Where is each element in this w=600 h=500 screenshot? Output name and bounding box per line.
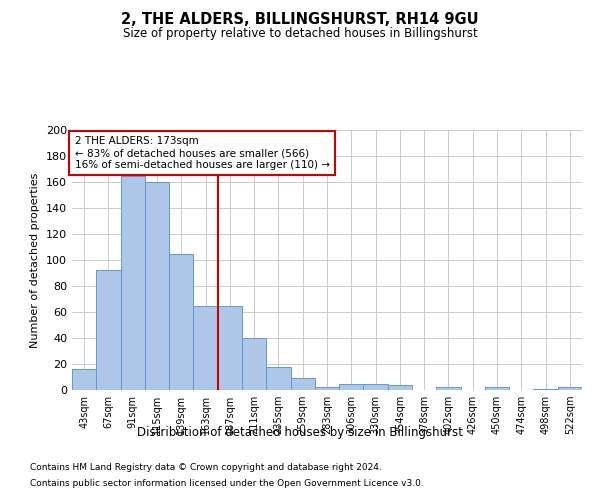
Bar (169, 254, 193, 390)
Bar (145, 182, 169, 390)
Bar (533, 388, 558, 390)
Text: Contains HM Land Registry data © Crown copyright and database right 2024.: Contains HM Land Registry data © Crown c… (30, 464, 382, 472)
Bar (436, 388, 461, 390)
Text: Contains public sector information licensed under the Open Government Licence v3: Contains public sector information licen… (30, 478, 424, 488)
Text: Distribution of detached houses by size in Billingshurst: Distribution of detached houses by size … (137, 426, 463, 439)
Bar (193, 306, 218, 390)
Bar (558, 388, 582, 390)
Text: 2 THE ALDERS: 173sqm
← 83% of detached houses are smaller (566)
16% of semi-deta: 2 THE ALDERS: 173sqm ← 83% of detached h… (74, 136, 329, 170)
Bar (72, 369, 96, 390)
Bar (96, 270, 121, 390)
Y-axis label: Number of detached properties: Number of detached properties (31, 172, 40, 348)
Bar (121, 176, 145, 390)
Bar (388, 385, 412, 390)
Bar (242, 338, 266, 390)
Bar (364, 384, 388, 390)
Bar (339, 384, 364, 390)
Bar (290, 378, 315, 390)
Text: 2, THE ALDERS, BILLINGSHURST, RH14 9GU: 2, THE ALDERS, BILLINGSHURST, RH14 9GU (121, 12, 479, 28)
Bar (315, 388, 339, 390)
Bar (218, 306, 242, 390)
Bar (266, 366, 290, 390)
Text: Size of property relative to detached houses in Billingshurst: Size of property relative to detached ho… (122, 28, 478, 40)
Bar (485, 388, 509, 390)
